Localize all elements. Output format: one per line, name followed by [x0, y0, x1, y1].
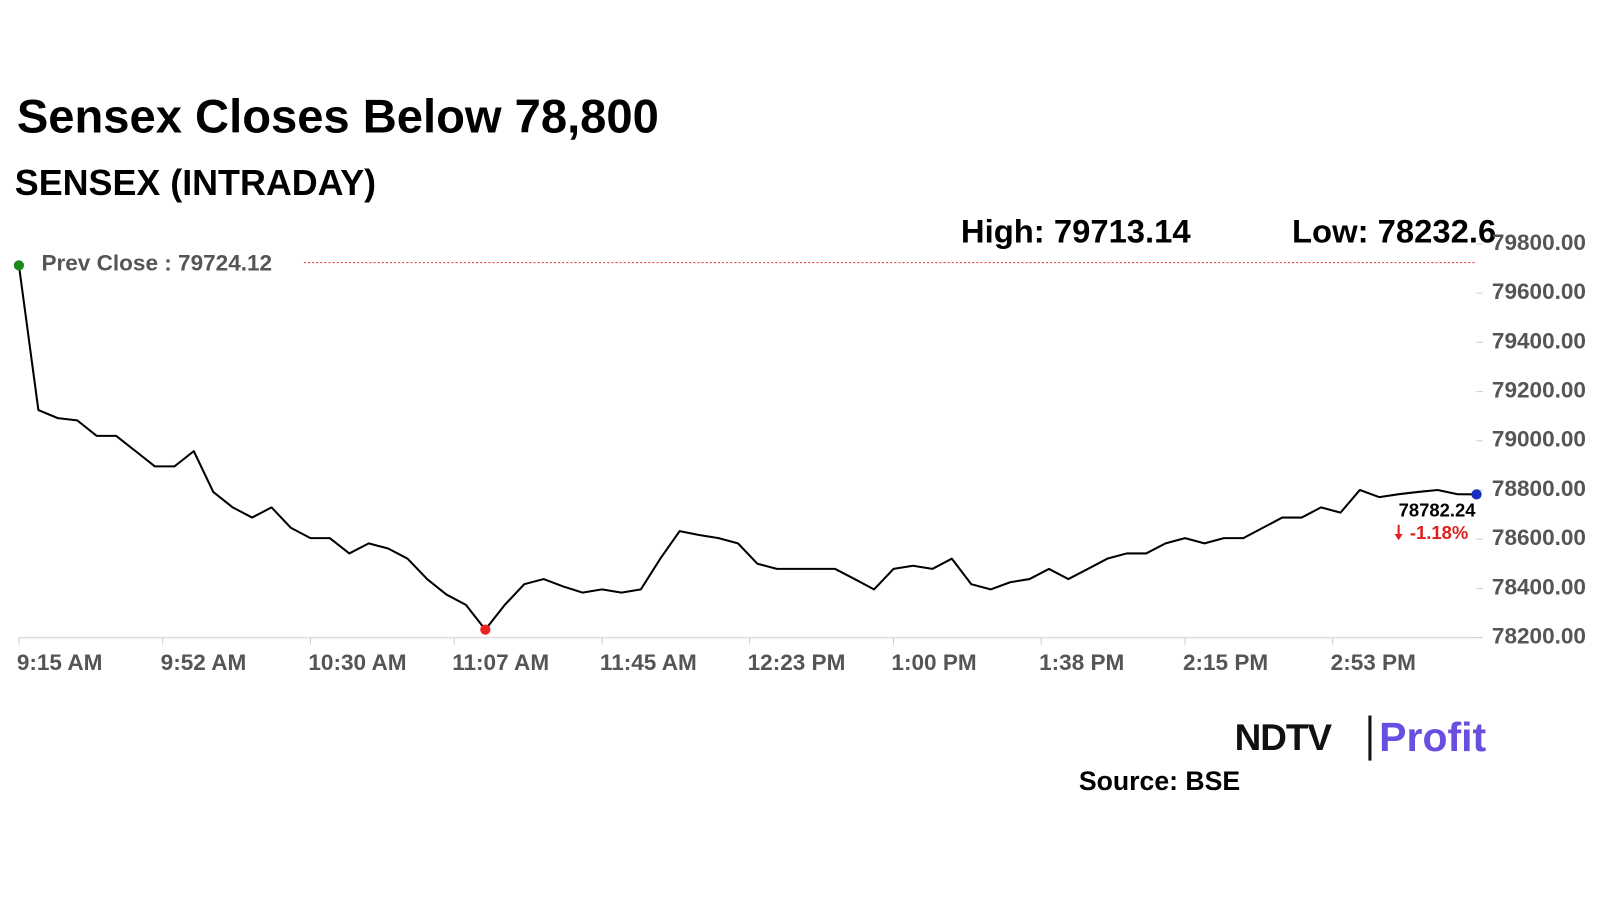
x-tick-label: 11:45 AM: [600, 650, 697, 675]
x-tick-label: 2:15 PM: [1183, 650, 1268, 675]
x-tick-label: 10:30 AM: [308, 650, 406, 675]
logo: NDTV Profit: [1235, 714, 1487, 761]
low-label: Low: 78232.6: [1292, 212, 1496, 249]
open-marker: [13, 260, 25, 271]
high-label-text: High:: [961, 212, 1045, 249]
change-value: -1.18%: [1410, 522, 1468, 543]
change-arrow: [1394, 524, 1403, 541]
x-tick-label: 11:07 AM: [452, 650, 549, 675]
x-tick-label: 9:52 AM: [161, 650, 247, 675]
low-marker: [480, 624, 491, 635]
y-tick-label: 79200.00: [1492, 378, 1586, 403]
prev-close-label: Prev Close : 79724.12: [41, 251, 272, 276]
y-tick-label: 78600.00: [1492, 525, 1586, 550]
prev-close-label-text: Prev Close :: [41, 251, 171, 276]
low-label-text: Low:: [1292, 212, 1369, 249]
x-tick-label: 1:00 PM: [891, 650, 976, 675]
x-tick-label: 1:38 PM: [1039, 650, 1124, 675]
y-tick-label: 78200.00: [1492, 624, 1586, 649]
x-tick-label: 9:15 AM: [17, 650, 103, 675]
high-value: 79713.14: [1054, 212, 1192, 249]
low-value: 78232.6: [1378, 212, 1497, 249]
y-tick-label: 78400.00: [1492, 574, 1586, 599]
x-tick-label: 12:23 PM: [748, 650, 846, 675]
last-marker: [1471, 489, 1482, 500]
price-line: [17, 265, 1477, 631]
y-tick-label: 79000.00: [1492, 427, 1586, 452]
last-value: 78782.24: [1399, 499, 1477, 520]
y-tick-label: 79600.00: [1492, 279, 1586, 304]
y-tick-label: 79800.00: [1492, 230, 1586, 255]
chart-subtitle: SENSEX (INTRADAY): [15, 163, 376, 203]
prev-close-value: 79724.12: [178, 251, 272, 276]
logo-brand: NDTV: [1235, 717, 1333, 758]
y-tick-label: 79400.00: [1492, 328, 1586, 353]
logo-product: Profit: [1379, 714, 1486, 760]
source: Source: BSE: [1079, 766, 1240, 796]
x-tick-label: 2:53 PM: [1331, 650, 1416, 675]
y-tick-label: 78800.00: [1492, 476, 1586, 501]
chart-title: Sensex Closes Below 78,800: [17, 89, 659, 142]
high-label: High: 79713.14: [961, 212, 1191, 249]
